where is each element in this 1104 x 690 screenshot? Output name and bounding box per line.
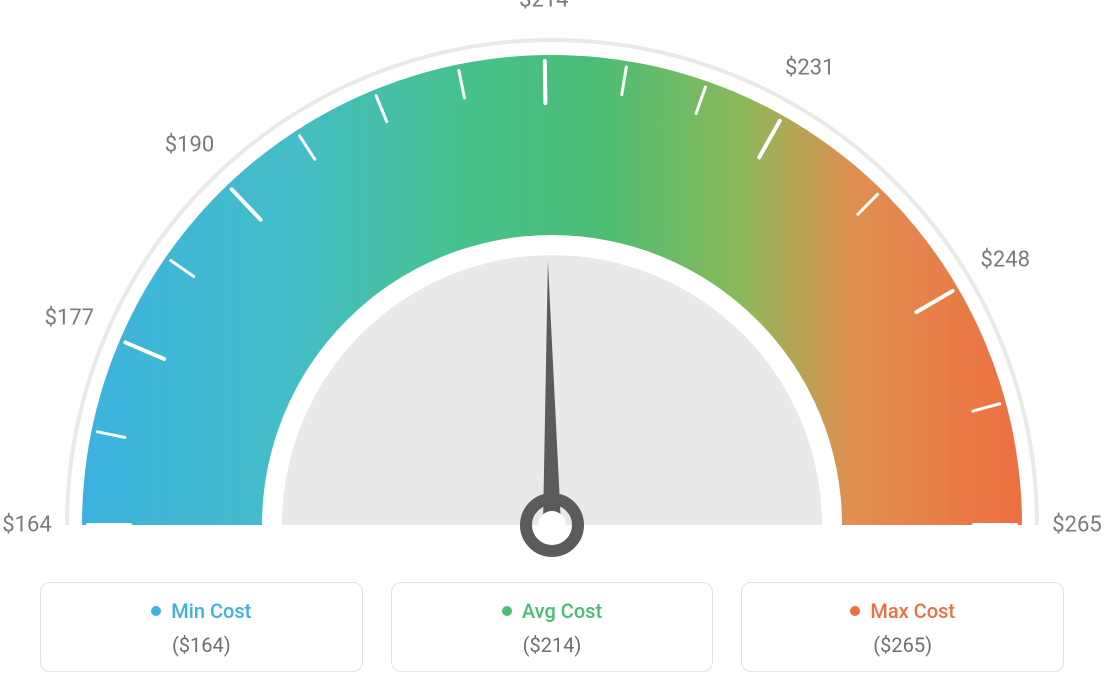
gauge-needle-hub-hole <box>538 511 566 539</box>
legend-row: Min Cost ($164) Avg Cost ($214) Max Cost… <box>40 582 1064 672</box>
gauge-tick-label: $214 <box>519 0 568 13</box>
gauge-tick-label: $248 <box>981 248 1030 273</box>
gauge-tick-major <box>545 61 546 103</box>
gauge-chart: $164 $177 $190 $214 $231 $248 $265 <box>0 0 1104 560</box>
legend-title-max: Max Cost <box>850 599 955 623</box>
legend-label-min: Min Cost <box>171 599 251 623</box>
legend-card-avg: Avg Cost ($214) <box>391 582 714 672</box>
legend-value-max: ($265) <box>742 633 1063 657</box>
legend-title-min: Min Cost <box>151 599 251 623</box>
legend-card-min: Min Cost ($164) <box>40 582 363 672</box>
legend-value-min: ($164) <box>41 633 362 657</box>
legend-dot-min <box>151 606 161 616</box>
legend-dot-avg <box>502 606 512 616</box>
legend-dot-max <box>850 606 860 616</box>
legend-card-max: Max Cost ($265) <box>741 582 1064 672</box>
gauge-tick-label: $190 <box>165 133 214 158</box>
gauge-svg <box>0 0 1104 560</box>
legend-label-max: Max Cost <box>870 599 955 623</box>
gauge-tick-label: $164 <box>2 513 51 538</box>
legend-value-avg: ($214) <box>392 633 713 657</box>
gauge-tick-label: $231 <box>785 55 834 80</box>
legend-label-avg: Avg Cost <box>522 599 602 623</box>
gauge-tick-label: $265 <box>1052 513 1101 538</box>
gauge-tick-label: $177 <box>45 306 94 331</box>
legend-title-avg: Avg Cost <box>502 599 602 623</box>
